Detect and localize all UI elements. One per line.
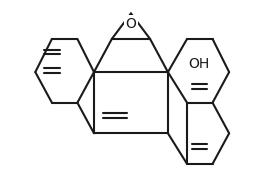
Text: OH: OH bbox=[188, 58, 209, 71]
Text: O: O bbox=[125, 17, 136, 31]
